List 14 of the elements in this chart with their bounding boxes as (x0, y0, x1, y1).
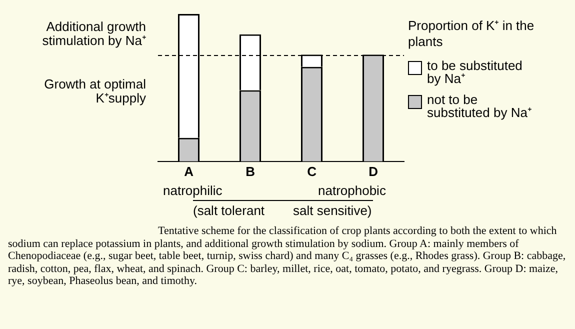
text: salt sensitive) (293, 203, 372, 218)
text: natrophilic (163, 183, 222, 198)
text: Growth at optimal K⁺supply (44, 76, 146, 106)
legend-title: Proportion of K⁺ in the plants (408, 17, 536, 49)
x-tick-label: A (184, 164, 194, 179)
text: natrophobic (318, 183, 386, 198)
text: Tentative scheme for the classification of crop plants according to both the extent to which sodium can replace potassium in plants, and additional growth stimulation by sodium. Group A: mainly members of Chenopodiaceae (e.g., sugar beet, table beet, turnip, swiss chard) and many C₄ grasses (e.g., Rhodes grass). Group B: cabbage, radish, cotton, pea, flax, wheat, and spinach. Group C: barley, millet, rice, oat, tomato, potato, and ryegrass. Group D: maize, rye, soybean, Phaseolus bean, and timothy. (8, 225, 567, 288)
legend-label: to be substituted by Na⁺ (427, 58, 524, 86)
x-tick-label: C (307, 164, 318, 179)
x-tick-label: D (368, 164, 378, 179)
text: (salt tolerant (193, 203, 265, 218)
text: Additional growth stimulation by Na⁺ (42, 18, 146, 48)
legend-label: not to be substituted by Na⁺ (427, 92, 532, 120)
x-tick-label: B (246, 164, 255, 179)
